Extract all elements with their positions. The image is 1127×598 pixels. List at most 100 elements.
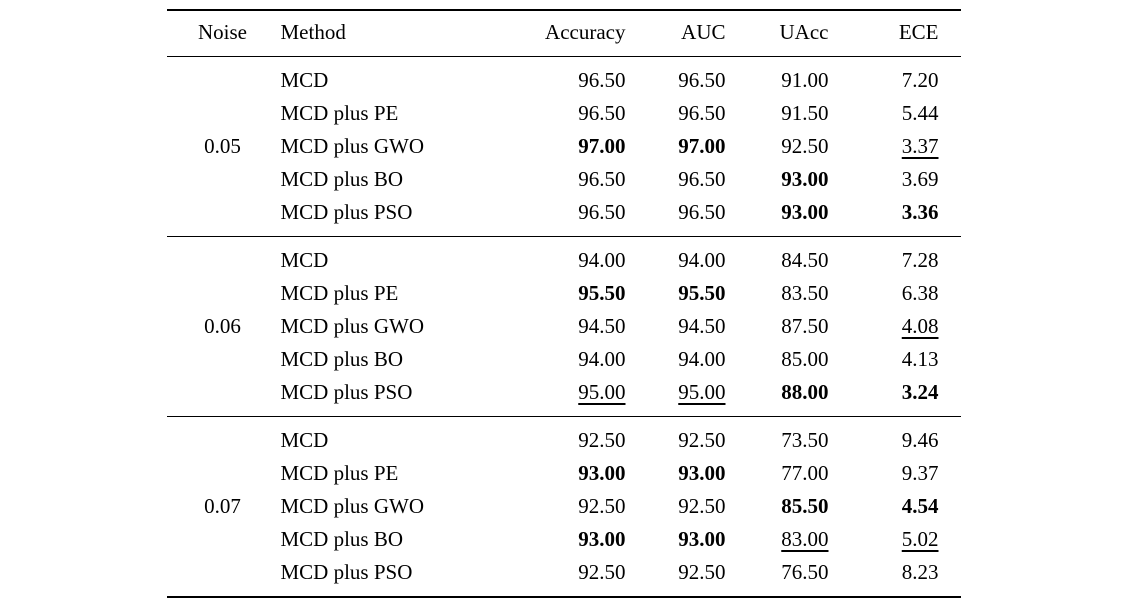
cell-method: MCD plus BO [280,527,404,551]
cell-accuracy: 92.50 [578,560,626,584]
cell-accuracy: 94.50 [578,314,626,338]
column-header-ece: ECE [828,10,961,57]
cell-auc: 94.00 [678,347,726,371]
table-header: Noise Method Accuracy AUC UAcc ECE [166,10,961,57]
cell-uacc: 93.00 [781,200,829,224]
cell-uacc: 88.00 [781,380,829,404]
cell-ece: 6.38 [901,281,939,305]
cell-method: MCD plus PE [280,101,399,125]
table-row: MCD plus BO 94.00 94.00 85.00 4.13 [167,343,961,376]
cell-accuracy: 96.50 [578,101,626,125]
cell-uacc: 83.00 [781,527,829,551]
cell-noise: 0.06 [166,236,279,417]
cell-accuracy: 93.00 [578,461,626,485]
table-row: MCD plus PSO 92.50 92.50 76.50 8.23 [167,556,961,597]
cell-uacc: 76.50 [781,560,829,584]
cell-auc: 92.50 [678,494,726,518]
cell-method: MCD plus PE [280,281,399,305]
cell-noise: 0.07 [166,416,279,597]
table-row: MCD plus GWO 94.50 94.50 87.50 4.08 [167,310,961,343]
cell-ece: 5.02 [901,527,939,551]
table-row: MCD plus PE 93.00 93.00 77.00 9.37 [167,457,961,490]
cell-method: MCD plus GWO [280,134,425,158]
cell-uacc: 83.50 [781,281,829,305]
cell-uacc: 85.00 [781,347,829,371]
cell-ece: 4.13 [901,347,939,371]
table-body: 0.05 MCD 96.50 96.50 91.00 7.20 MCD plus PE 96.… [166,57,961,597]
cell-accuracy: 92.50 [515,416,626,457]
cell-auc: 96.50 [678,101,726,125]
cell-uacc: 84.50 [725,236,829,277]
column-header-auc: AUC [625,10,726,57]
cell-auc: 94.00 [625,236,726,277]
cell-accuracy: 95.00 [578,380,626,404]
table-row: MCD plus BO 93.00 93.00 83.00 5.02 [167,523,961,556]
cell-method: MCD plus PSO [280,200,413,224]
cell-uacc: 91.00 [781,68,829,92]
results-table: Noise Method Accuracy AUC UAcc ECE 0.05 MCD 96.… [166,9,961,598]
cell-auc: 96.50 [678,68,726,92]
table-row: MCD plus PSO 96.50 96.50 93.00 3.36 [167,196,961,237]
table-row: MCD plus PSO 95.00 95.00 88.00 3.24 [167,376,961,417]
cell-method: MCD plus BO [280,347,404,371]
cell-auc: 93.00 [678,527,726,551]
cell-auc: 94.50 [678,314,726,338]
cell-auc: 96.50 [678,167,726,191]
table-row: MCD plus GWO 97.00 97.00 92.50 3.37 [167,130,961,163]
cell-method: MCD plus PSO [280,560,413,584]
header-row: Noise Method Accuracy AUC UAcc ECE [166,10,961,57]
column-header-method: Method [278,10,516,57]
cell-auc: 95.50 [678,281,726,305]
table-row: MCD plus PE 96.50 96.50 91.50 5.44 [167,97,961,130]
cell-ece: 9.46 [828,416,961,457]
table-row: 0.07 MCD 92.50 92.50 73.50 9.46 [166,416,961,597]
cell-auc: 97.00 [678,134,726,158]
cell-auc: 93.00 [678,461,726,485]
cell-accuracy: 96.50 [578,167,626,191]
cell-accuracy: 93.00 [578,527,626,551]
table-row: MCD plus BO 96.50 96.50 93.00 3.69 [167,163,961,196]
cell-ece: 3.37 [901,134,939,158]
cell-ece: 3.36 [901,200,939,224]
cell-auc: 95.00 [678,380,726,404]
cell-ece: 3.24 [901,380,939,404]
column-header-noise: Noise [166,10,279,57]
cell-method: MCD [280,68,329,92]
cell-auc: 92.50 [678,560,726,584]
cell-uacc: 93.00 [781,167,829,191]
cell-auc: 96.50 [678,200,726,224]
cell-uacc: 87.50 [781,314,829,338]
cell-accuracy: 95.50 [578,281,626,305]
cell-ece: 3.69 [901,167,939,191]
table-row: 0.05 MCD 96.50 96.50 91.00 7.20 [167,57,961,158]
cell-accuracy: 96.50 [578,68,626,92]
cell-uacc: 77.00 [781,461,829,485]
cell-accuracy: 94.00 [515,236,626,277]
cell-ece: 7.20 [901,68,939,92]
cell-method: MCD plus GWO [280,314,425,338]
cell-uacc: 92.50 [781,134,829,158]
cell-accuracy: 97.00 [578,134,626,158]
cell-method: MCD [278,236,516,277]
cell-noise: 0.05 [204,134,241,158]
cell-method: MCD plus GWO [280,494,425,518]
cell-ece: 8.23 [901,560,939,584]
cell-auc: 92.50 [625,416,726,457]
cell-ece: 5.44 [901,101,939,125]
cell-accuracy: 94.00 [578,347,626,371]
table-row: MCD plus PE 95.50 95.50 83.50 6.38 [167,277,961,310]
cell-ece: 7.28 [828,236,961,277]
column-header-accuracy: Accuracy [515,10,626,57]
cell-ece: 9.37 [901,461,939,485]
cell-uacc: 73.50 [725,416,829,457]
cell-method: MCD plus PSO [280,380,413,404]
cell-method: MCD [278,416,516,457]
cell-accuracy: 96.50 [578,200,626,224]
cell-uacc: 91.50 [781,101,829,125]
cell-ece: 4.08 [901,314,939,338]
cell-method: MCD plus BO [280,167,404,191]
table-row: 0.06 MCD 94.00 94.00 84.50 7.28 [166,236,961,417]
column-header-uacc: UAcc [725,10,829,57]
cell-accuracy: 92.50 [578,494,626,518]
table-row: MCD plus GWO 92.50 92.50 85.50 4.54 [167,490,961,523]
